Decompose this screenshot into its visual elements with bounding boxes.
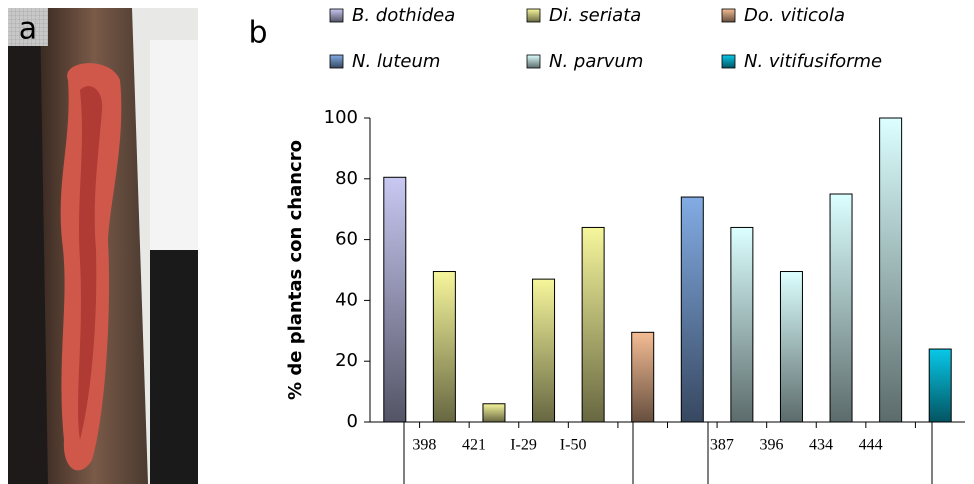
legend-label: Di. seriata	[549, 5, 641, 26]
y-tick-label: 40	[335, 289, 358, 310]
legend-label: N. parvum	[549, 51, 643, 72]
bar	[483, 404, 505, 422]
x-tick-label: 396	[759, 437, 783, 454]
legend-label: N. vitifusiforme	[744, 51, 882, 72]
panel-label: b	[248, 16, 267, 51]
y-tick-label: 0	[347, 411, 358, 432]
legend-swatch	[722, 9, 735, 22]
legend-swatch	[330, 55, 343, 68]
legend-swatch	[527, 55, 540, 68]
x-tick-label: I-50	[560, 437, 587, 454]
x-tick-label: 444	[859, 437, 883, 454]
bar	[780, 272, 802, 422]
legend-swatch	[722, 55, 735, 68]
x-tick-label: 434	[809, 437, 833, 454]
x-tick-label: I-29	[510, 437, 537, 454]
legend-swatch	[330, 9, 343, 22]
bar	[731, 227, 753, 422]
legend-swatch	[527, 9, 540, 22]
y-tick-label: 60	[335, 229, 358, 250]
bar	[929, 349, 951, 422]
bar	[830, 194, 852, 422]
x-tick-label: 398	[412, 437, 436, 454]
bar	[533, 279, 555, 422]
legend-label: B. dothidea	[352, 5, 455, 26]
bar	[582, 227, 604, 422]
legend-label: Do. viticola	[744, 5, 845, 26]
x-tick-label: 387	[710, 437, 734, 454]
bar	[632, 332, 654, 422]
photo: a	[8, 8, 198, 484]
panel-label: a	[19, 12, 37, 47]
legend-label: N. luteum	[352, 51, 440, 72]
x-tick-label: 421	[462, 437, 486, 454]
bar	[681, 197, 703, 422]
y-tick-label: 80	[335, 168, 358, 189]
y-tick-label: 100	[324, 107, 358, 128]
y-tick-label: 20	[335, 350, 358, 371]
y-axis-label: % de plantas con chancro	[285, 140, 306, 400]
bar	[433, 272, 455, 422]
bar	[384, 177, 406, 422]
bar	[880, 118, 902, 422]
figure: a b % de plantas con chancro 0 20 40 60 80 10…	[0, 0, 974, 484]
